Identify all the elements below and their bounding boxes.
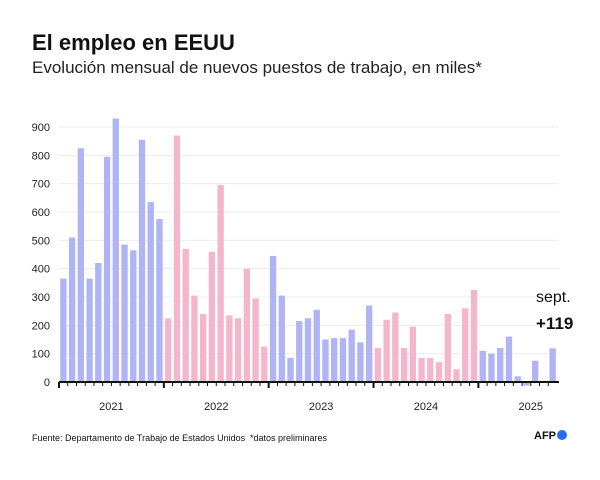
bar: [497, 348, 504, 382]
bar: [444, 314, 451, 382]
bar: [147, 202, 154, 382]
bar: [418, 357, 425, 382]
bar: [278, 295, 285, 382]
bar: [479, 350, 486, 382]
bar: [138, 139, 146, 382]
y-tick-label: 100: [32, 349, 50, 361]
bar: [549, 348, 556, 382]
bar: [261, 346, 268, 382]
y-tick-label: 300: [32, 292, 50, 304]
bar: [531, 360, 539, 382]
y-tick-label: 400: [32, 264, 50, 276]
annotation-month: sept.: [536, 289, 571, 306]
bar: [252, 298, 259, 382]
bar: [435, 362, 443, 382]
x-tick-label: 2025: [519, 401, 543, 413]
bar: [156, 219, 163, 382]
bar: [208, 251, 216, 382]
bar: [313, 309, 320, 382]
chart-subtitle: Evolución mensual de nuevos puestos de t…: [32, 58, 482, 77]
bar: [112, 118, 119, 382]
bar: [470, 289, 478, 382]
bar: [453, 369, 460, 382]
x-tick-label: 2023: [309, 401, 333, 413]
bar: [121, 244, 128, 382]
bar: [103, 156, 111, 382]
bar: [165, 318, 172, 382]
y-tick-label: 600: [32, 207, 50, 219]
bar: [173, 135, 181, 382]
chart-title: El empleo en EEUU: [32, 30, 235, 55]
bar: [182, 248, 189, 382]
bar: [217, 185, 224, 382]
bar: [488, 353, 495, 382]
bar: [462, 308, 469, 382]
bar: [60, 278, 67, 382]
bar: [226, 315, 233, 382]
bar: [514, 376, 521, 382]
y-tick-label: 700: [32, 179, 50, 191]
bar: [234, 318, 242, 382]
bar: [322, 339, 329, 382]
y-tick-label: 0: [44, 377, 50, 389]
y-tick-label: 200: [32, 320, 50, 332]
bar: [77, 148, 85, 382]
bar: [296, 321, 303, 382]
note-text: *datos preliminares: [250, 433, 328, 443]
bar: [427, 357, 434, 382]
x-tick-label: 2021: [99, 401, 123, 413]
bar: [243, 268, 251, 382]
source-text: Fuente: Departamento de Trabajo de Estad…: [32, 433, 246, 443]
bar: [86, 278, 93, 382]
bar: [383, 319, 390, 382]
x-tick-label: 2022: [204, 401, 228, 413]
bar: [199, 314, 207, 382]
bar: [331, 338, 338, 382]
bar: [400, 348, 408, 382]
bar: [130, 250, 137, 382]
bar: [392, 312, 399, 382]
bar: [409, 326, 417, 382]
bar: [304, 318, 312, 382]
bar: [357, 342, 364, 382]
bar: [505, 336, 513, 382]
y-tick-label: 500: [32, 235, 50, 247]
y-tick-label: 900: [32, 122, 50, 134]
bar: [68, 237, 76, 382]
bar: [523, 382, 530, 386]
bar: [339, 338, 347, 382]
bar: [287, 357, 294, 382]
bar: [95, 263, 102, 382]
annotation-value: +119: [536, 314, 574, 333]
bar: [348, 329, 355, 382]
y-tick-label: 800: [32, 150, 50, 162]
bar: [191, 295, 198, 382]
afp-logo: AFP: [534, 430, 567, 442]
bar: [374, 348, 382, 382]
bar: [365, 305, 373, 382]
bar: [269, 255, 277, 382]
x-tick-label: 2024: [414, 401, 438, 413]
